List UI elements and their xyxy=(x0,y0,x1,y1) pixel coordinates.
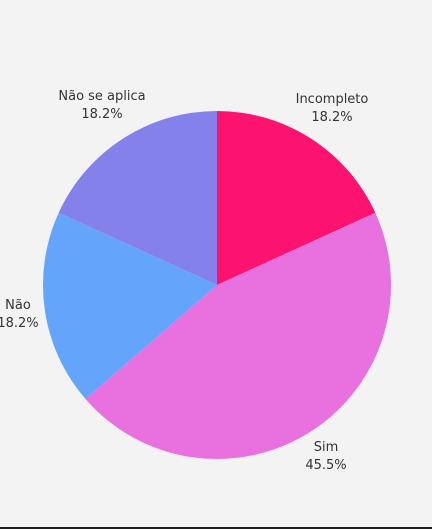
pie-labels: Incompleto 18.2%Sim 45.5%Não 18.2%Não se ap… xyxy=(0,89,368,473)
slice-category-label: Não xyxy=(5,298,31,313)
slice-value-label: 18.2% xyxy=(81,107,122,122)
pie-slice-incompleto[interactable] xyxy=(217,111,376,285)
slice-label: Incompleto 18.2% xyxy=(296,92,369,125)
slice-label: Não se aplica 18.2% xyxy=(58,89,145,122)
slice-value-label: 18.2% xyxy=(0,316,39,331)
pie-slice-sim[interactable] xyxy=(85,212,392,460)
pie-slice-nao[interactable] xyxy=(42,212,217,399)
slice-label: Não 18.2% xyxy=(0,298,39,331)
slice-category-label: Não se aplica xyxy=(58,89,145,104)
pie-slices xyxy=(42,111,392,460)
slice-value-label: 45.5% xyxy=(305,458,346,473)
slice-value-label: 18.2% xyxy=(311,110,352,125)
pie-slice-nao-se-aplica[interactable] xyxy=(58,111,217,285)
slice-category-label: Incompleto xyxy=(296,92,369,107)
slice-label: Sim 45.5% xyxy=(305,440,346,473)
slice-category-label: Sim xyxy=(314,440,339,455)
